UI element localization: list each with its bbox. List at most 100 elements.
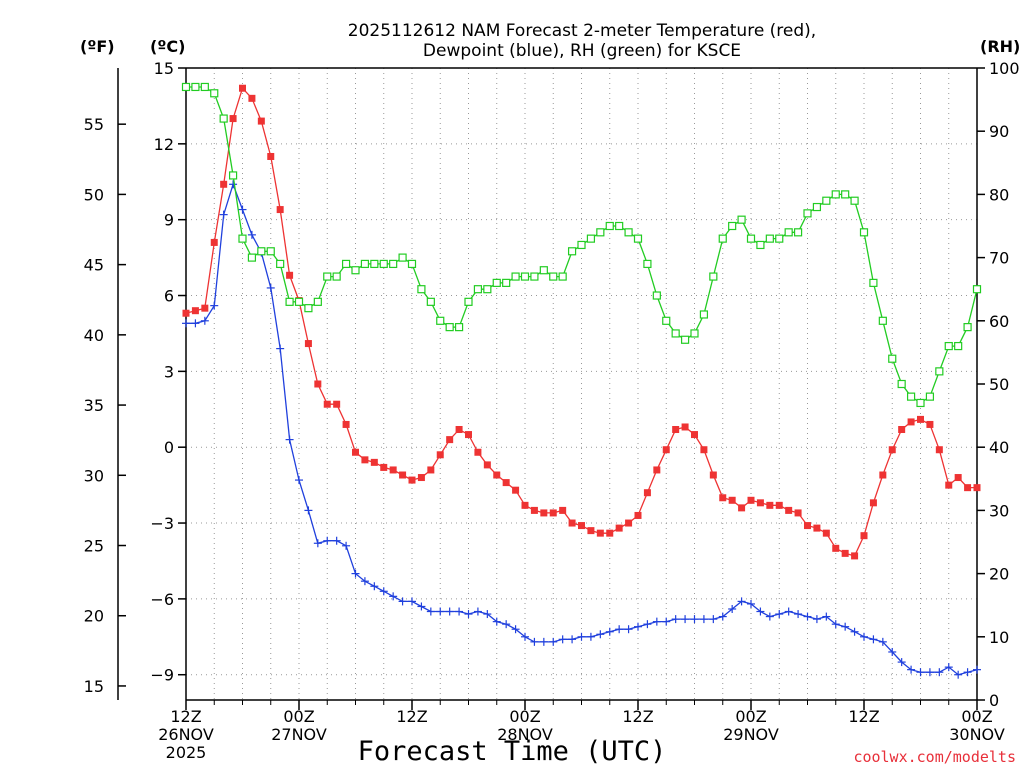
dewpoint-point — [568, 635, 577, 644]
rh-point — [916, 398, 925, 408]
rh-point — [398, 253, 407, 262]
temperature-point — [559, 506, 567, 514]
temperature-point — [813, 524, 821, 532]
temperature-point — [436, 451, 444, 459]
dewpoint-point — [605, 627, 614, 636]
celsius-tick-label: 0 — [164, 438, 174, 457]
celsius-tick-label: 15 — [154, 59, 174, 78]
temperature-point — [973, 484, 981, 492]
rh-point — [633, 234, 643, 243]
fahrenheit-tick-label: 35 — [84, 396, 104, 415]
dewpoint-point — [182, 319, 190, 328]
dewpoint-point — [247, 230, 256, 239]
rh-point — [473, 285, 483, 294]
dewpoint-point — [935, 668, 944, 677]
rh-tick-label: 10 — [989, 628, 1009, 647]
dewpoint-point — [304, 506, 313, 515]
rh-point — [615, 221, 624, 231]
rh-point — [219, 114, 228, 123]
dewpoint-point — [812, 615, 821, 624]
celsius-tick-label: −9 — [150, 666, 174, 685]
rh-point — [652, 291, 661, 300]
rh-point — [935, 367, 944, 376]
rh-point — [530, 272, 539, 281]
rh-point — [181, 82, 191, 92]
rh-point — [228, 171, 238, 180]
x-tick-label: 12Z — [396, 707, 427, 726]
rh-tick-label: 90 — [989, 122, 1009, 141]
dewpoint-point — [728, 604, 737, 613]
rh-point — [756, 240, 765, 250]
rh-point — [294, 297, 304, 306]
fahrenheit-unit-label: (ºF) — [80, 37, 115, 56]
rh-point — [643, 259, 652, 269]
chart-title-line-1: 2025112612 NAM Forecast 2-meter Temperat… — [348, 21, 816, 41]
x-tick-label: 29NOV — [723, 725, 779, 744]
x-tick-label: 12Z — [848, 707, 879, 726]
temperature-point — [370, 458, 378, 466]
credit-text: coolwx.com/modelts — [853, 748, 1016, 766]
dewpoint-point — [521, 632, 529, 641]
rh-point — [332, 272, 341, 281]
celsius-tick-label: −3 — [150, 514, 174, 533]
dewpoint-point — [803, 612, 812, 621]
rh-point — [596, 228, 605, 237]
dewpoint-point — [954, 670, 963, 679]
x-tick-label: 28NOV — [497, 725, 553, 744]
chart-title: 2025112612 NAM Forecast 2-meter Temperat… — [348, 21, 816, 61]
temperature-point — [323, 400, 331, 408]
rh-point — [323, 272, 332, 281]
dewpoint-point — [652, 617, 661, 626]
celsius-tick-label: 9 — [164, 211, 174, 230]
rh-point — [888, 354, 897, 363]
dewpoint-point — [784, 607, 793, 616]
temperature-point — [568, 519, 576, 527]
rh-point — [417, 285, 426, 294]
temperature-point — [239, 84, 246, 92]
temperature-point — [502, 479, 510, 487]
dewpoint-point — [596, 630, 605, 639]
temperature-point — [182, 309, 190, 317]
x-tick-label: 30NOV — [949, 725, 1005, 744]
x-tick-label: 12Z — [622, 707, 653, 726]
rh-point — [549, 272, 558, 281]
temperature-point — [276, 206, 284, 214]
rh-point — [407, 259, 417, 269]
rh-point — [728, 221, 737, 231]
rh-point — [586, 234, 596, 243]
rh-point — [492, 278, 501, 287]
temperature-point — [672, 426, 680, 434]
temperature-point — [248, 94, 256, 102]
dewpoint-point — [963, 668, 972, 677]
fahrenheit-tick-label: 40 — [84, 326, 104, 345]
dewpoint-point — [850, 627, 859, 636]
fahrenheit-tick-label: 30 — [84, 466, 104, 485]
temperature-point — [455, 426, 463, 434]
temperature-point — [907, 418, 915, 426]
dewpoint-point — [379, 587, 388, 596]
temperature-point — [719, 494, 727, 502]
dewpoint-point — [860, 632, 868, 641]
rh-tick-label: 30 — [989, 501, 1009, 520]
axes — [117, 67, 985, 710]
dewpoint-point — [973, 665, 981, 674]
temperature-point — [201, 304, 209, 312]
temperature-point — [917, 415, 924, 423]
dewpoint-point — [615, 625, 624, 634]
rh-tick-label: 50 — [989, 375, 1009, 394]
temperature-point — [314, 380, 322, 388]
dewpoint-point — [398, 597, 407, 606]
dewpoint-point — [191, 319, 200, 328]
celsius-tick-label: −6 — [150, 590, 174, 609]
x-axis-title: Forecast Time (UTC) — [358, 736, 667, 767]
rh-point — [784, 228, 793, 237]
temperature-point — [493, 471, 501, 479]
x-tick-label: 00Z — [961, 707, 992, 726]
temperature-point — [333, 400, 341, 408]
rh-point — [737, 215, 746, 224]
rh-point — [963, 323, 972, 332]
fahrenheit-tick-label: 15 — [84, 677, 104, 696]
temperature-point — [888, 446, 896, 454]
rh-point — [624, 228, 633, 237]
